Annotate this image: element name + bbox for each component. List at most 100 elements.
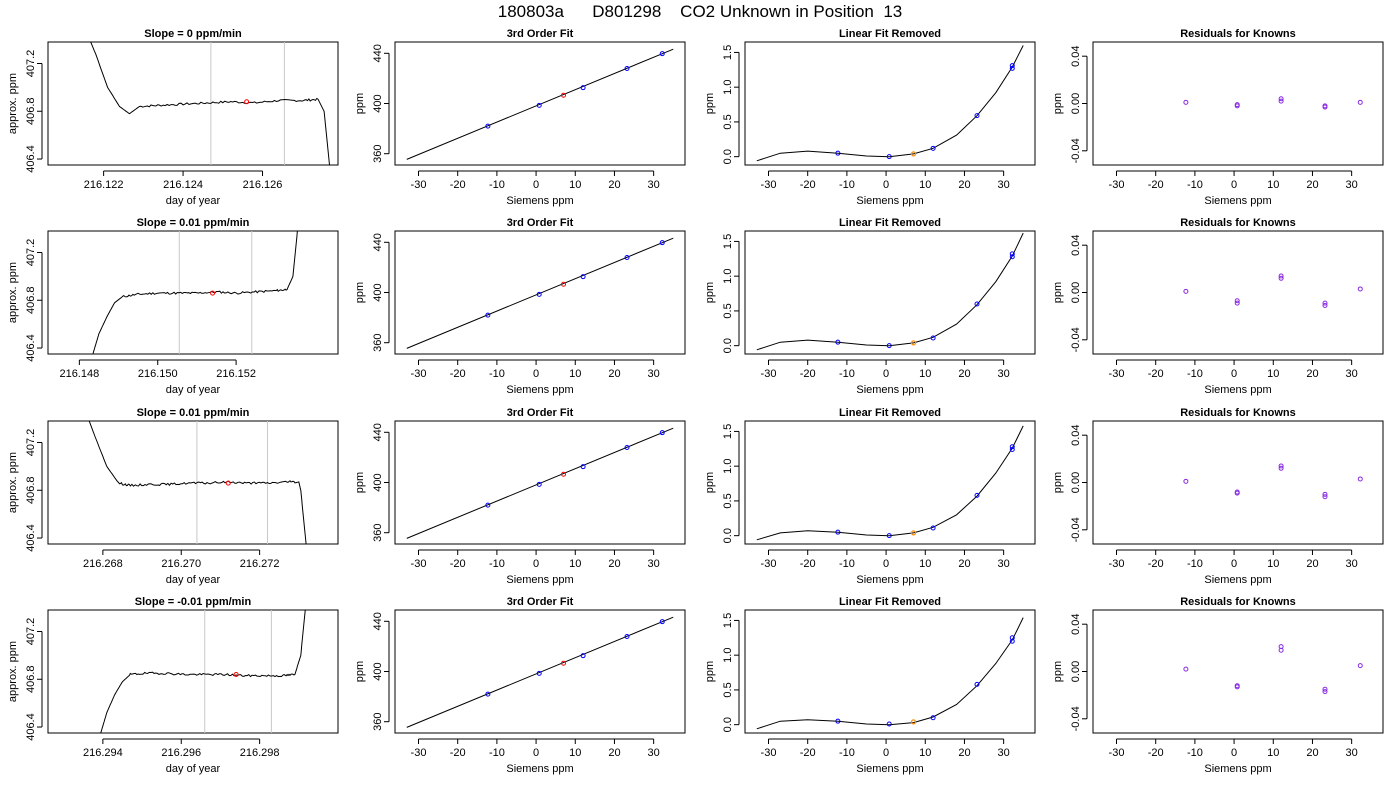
y-tick-label: 0.0 [722,149,734,164]
x-tick-label: 0 [883,558,889,570]
plot-area [100,610,306,733]
known-point [1009,638,1015,644]
known-point [624,65,630,71]
chart-title: 3rd Order Fit [507,596,574,608]
chart-title: Slope = 0.01 ppm/min [137,407,250,419]
plot-area [1183,96,1363,110]
known-point [835,529,841,535]
y-tick-label: 0.04 [1070,424,1082,445]
known-point [1009,635,1015,641]
known-point [659,240,665,246]
y-tick-label: 0.0 [722,528,734,543]
chart-title: Linear Fit Removed [839,407,941,419]
x-tick-label: 0 [533,368,539,380]
x-tick-label: 30 [1346,747,1358,759]
y-tick-label: 1.0 [722,80,734,95]
chart-panel-r3-residuals: Residuals for Knowns -30 -20 -10 0 10 20 30 Siem… [1052,407,1384,586]
y-tick-label: 0.5 [722,493,734,508]
page-title: 180803a D801298 CO2 Unknown in Position … [497,2,903,21]
residual-point [1183,288,1189,294]
y-tick-label: 407.2 [25,239,37,267]
x-tick-label: 0 [533,179,539,191]
x-axis-label: Siemens ppm [1204,763,1271,775]
data-trace-line [92,231,298,354]
residual-point [1357,663,1363,669]
fit-line [406,427,674,539]
chart-panel-r1-linear_removed: Linear Fit Removed -30 -20 -10 0 10 20 30 Siemen… [704,28,1036,207]
x-tick-label: 216.272 [240,558,280,570]
y-tick-label: 0.5 [722,114,734,129]
known-point [624,254,630,260]
chart-panel-r2-linear_removed: Linear Fit Removed -30 -20 -10 0 10 20 30 Siemen… [704,217,1036,396]
x-axis-label: Siemens ppm [1204,574,1271,586]
unknown-point [225,480,231,486]
x-tick-label: 20 [958,747,970,759]
x-tick-label: -30 [1109,747,1125,759]
y-tick-label: -0.04 [1070,517,1082,542]
chart-panel-r1-residuals: Residuals for Knowns -30 -20 -10 0 10 20 30 Siem… [1052,28,1384,207]
plot-area [1183,273,1363,309]
known-point [1009,251,1015,257]
residual-point [1322,494,1328,500]
chart-panel-r4-trace: Slope = -0.01 ppm/min 216.294 216.296 216.2… [7,596,339,775]
chart-title: Slope = 0 ppm/min [144,28,242,40]
known-point [835,150,841,156]
unknown-point [210,290,216,296]
plot-area [88,421,307,544]
y-tick-label: 360 [372,524,384,542]
x-tick-label: -20 [1148,747,1164,759]
chart-title: 3rd Order Fit [507,407,574,419]
plot-frame [394,609,686,734]
plot-area [406,237,674,349]
x-tick-label: 0 [883,368,889,380]
plot-frame [394,420,686,545]
x-tick-label: -10 [839,368,855,380]
plot-frame [47,41,339,166]
chart-title: Linear Fit Removed [839,217,941,229]
known-point [536,670,542,676]
y-tick-label: 0.04 [1070,45,1082,66]
x-tick-label: 0 [1231,558,1237,570]
x-tick-label: 0 [883,747,889,759]
known-point [485,691,491,697]
known-point [624,444,630,450]
y-tick-label: 0.00 [1070,472,1082,493]
known-point [485,502,491,508]
x-tick-label: -30 [411,558,427,570]
x-tick-label: 20 [1306,368,1318,380]
x-tick-label: -10 [489,368,505,380]
x-tick-label: 0 [1231,179,1237,191]
x-tick-label: 0 [1231,747,1237,759]
x-tick-label: -20 [800,747,816,759]
x-axis-label: Siemens ppm [506,763,573,775]
y-axis-label: approx. ppm [7,641,19,702]
residual-point [1183,478,1189,484]
x-tick-label: 20 [608,368,620,380]
known-point [1009,63,1015,69]
known-point [536,481,542,487]
chart-panel-r2-fit: 3rd Order Fit -30 -20 -10 0 10 20 30 Siemens ppm… [354,217,686,396]
y-tick-label: 1.0 [722,459,734,474]
plot-frame [744,420,1036,545]
x-tick-label: -10 [1187,179,1203,191]
y-tick-label: 440 [372,423,384,441]
x-tick-label: -30 [761,368,777,380]
known-point [974,681,980,687]
x-tick-label: -10 [489,179,505,191]
x-tick-label: 216.268 [83,558,123,570]
x-tick-label: 216.122 [84,179,124,191]
x-axis-label: Siemens ppm [1204,384,1271,396]
y-axis-label: ppm [1052,472,1064,493]
x-tick-label: -10 [1187,368,1203,380]
plot-area [756,45,1024,162]
plot-area [406,48,674,160]
y-tick-label: 440 [372,44,384,62]
fit-curve [756,232,1024,351]
x-tick-label: 10 [569,558,581,570]
known-point [886,343,892,349]
plot-frame [1092,230,1384,355]
chart-title: Linear Fit Removed [839,28,941,40]
known-point [580,274,586,280]
known-point [835,718,841,724]
